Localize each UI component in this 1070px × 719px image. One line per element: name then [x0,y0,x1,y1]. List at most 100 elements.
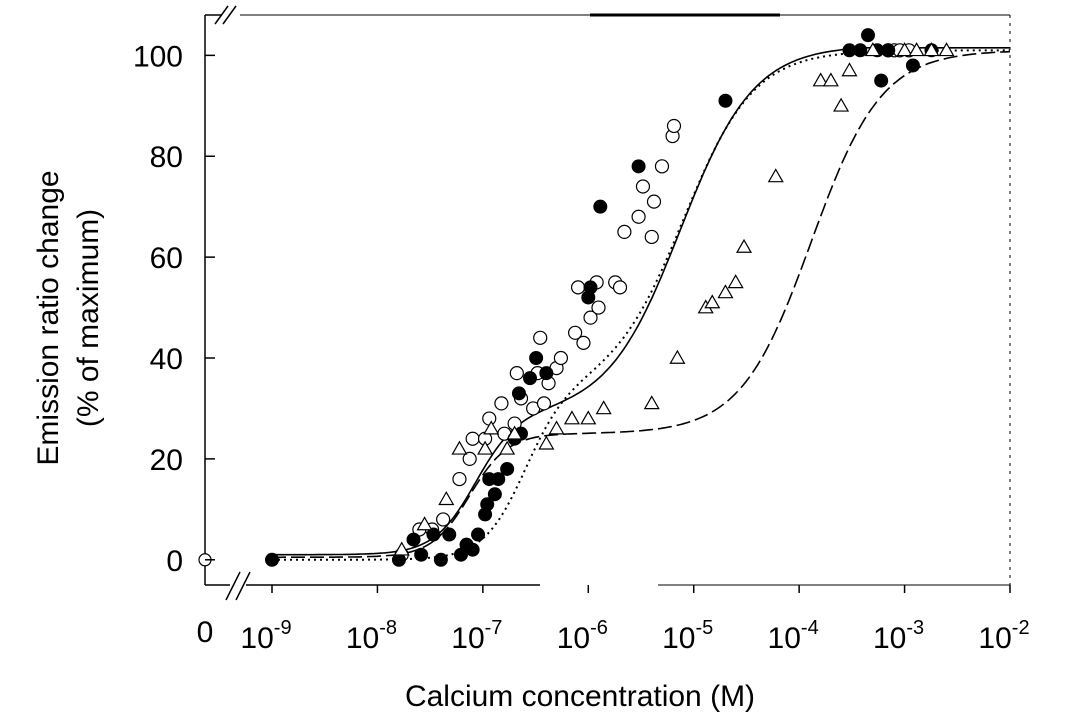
point-filled-circle [583,280,598,295]
point-open-triangle [563,410,580,425]
point-open-circle [533,330,548,345]
point-filled-circle [265,552,279,567]
x-tick-label: 10-8 [346,617,397,655]
point-open-triangle [704,294,721,309]
point-filled-circle [529,351,544,366]
point-filled-circle [433,552,448,567]
point-filled-circle [853,43,868,58]
y-tick-label: 100 [133,40,183,73]
point-filled-circle [861,28,876,43]
point-filled-circle [631,159,646,174]
point-open-circle [583,310,598,325]
point-open-triangle [451,440,468,455]
y-axis-title-line1: Emission ratio change [32,170,65,465]
point-open-circle [452,471,467,487]
point-open-circle [494,396,509,411]
fit-curve-solid [272,47,1010,556]
point-filled-circle [718,93,733,108]
point-filled-circle [523,371,538,386]
point-filled-circle [426,527,441,542]
point-open-triangle [393,541,410,556]
point-open-circle [644,229,659,245]
point-open-triangle [727,274,744,289]
point-open-circle [654,159,670,174]
point-open-circle [509,366,524,381]
x-tick-label: 10-7 [451,617,502,655]
point-open-triangle [822,72,839,87]
point-open-triangle [499,440,516,455]
point-filled-circle [471,527,486,542]
top-break-mark-2 [222,5,237,25]
point-open-triangle [923,42,940,57]
point-open-triangle [938,42,955,57]
point-filled-circle [465,542,480,557]
point-open-triangle [841,62,858,77]
point-filled-circle [881,43,896,58]
x-tick-label: 10-5 [662,617,713,655]
point-open-triangle [538,435,555,450]
x-tick-label: 10-3 [873,617,924,655]
point-open-triangle [717,284,734,299]
point-open-triangle [812,72,829,87]
point-open-circle [591,300,606,315]
point-open-circle [576,335,591,350]
point-open-circle [635,179,651,194]
point-open-triangle [595,400,612,415]
point-open-circle [631,209,646,224]
point-open-circle [465,431,480,446]
x-tick-label-zero: 0 [197,616,214,649]
point-open-triangle [767,168,784,183]
point-filled-circle [491,472,506,487]
point-filled-circle [480,497,495,512]
x-tick-label: 10-9 [240,617,291,655]
point-open-circle [568,325,583,340]
point-open-circle [666,118,682,134]
point-open-triangle [735,238,753,253]
data-points [198,28,955,567]
point-open-triangle [438,491,455,506]
point-filled-circle [874,73,889,88]
point-open-triangle [477,440,494,455]
plot-frame [204,5,1011,601]
x-tick-label: 10-2 [978,617,1029,655]
point-open-triangle [833,97,850,112]
point-filled-circle [905,58,920,73]
axis-ticks: 0 20 40 60 80 100 0 10-9 10-8 10-7 10-6 10-5 10-4 10-… [133,40,1030,655]
point-filled-circle [593,199,608,214]
x-break-mark-1 [225,571,241,601]
point-open-triangle [643,395,660,410]
y-axis-title-line2: (% of maximum) [72,209,105,427]
point-filled-circle [442,527,457,542]
point-filled-circle [511,386,526,401]
point-open-circle [536,396,552,411]
point-open-circle [617,224,632,240]
point-filled-circle [539,366,554,381]
fit-curve-dashed [272,50,1011,559]
y-tick-label: 20 [150,444,183,477]
fit-curves [272,47,1011,561]
y-tick-label: 40 [150,343,183,376]
x-tick-label: 10-4 [768,617,819,655]
point-open-triangle [580,410,597,425]
point-open-triangle [483,420,500,435]
point-open-triangle [669,349,686,364]
point-open-circle [646,194,662,209]
point-open-triangle [896,42,913,57]
point-open-circle [482,411,497,426]
point-filled-circle [414,547,429,562]
point-open-triangle [908,42,925,57]
point-open-circle [553,350,569,366]
point-open-triangle [548,420,565,435]
y-tick-label: 80 [150,141,183,174]
top-break-mark-1 [214,5,229,25]
point-filled-circle [406,532,421,547]
point-open-circle [462,451,477,466]
point-open-triangle [416,516,433,531]
point-open-circle [436,512,451,527]
point-open-circle [570,280,586,295]
y-tick-label: 60 [150,242,183,275]
fit-curve-dotted [272,49,1010,561]
y-tick-label: 0 [166,545,183,578]
point-open-triangle [864,42,881,57]
